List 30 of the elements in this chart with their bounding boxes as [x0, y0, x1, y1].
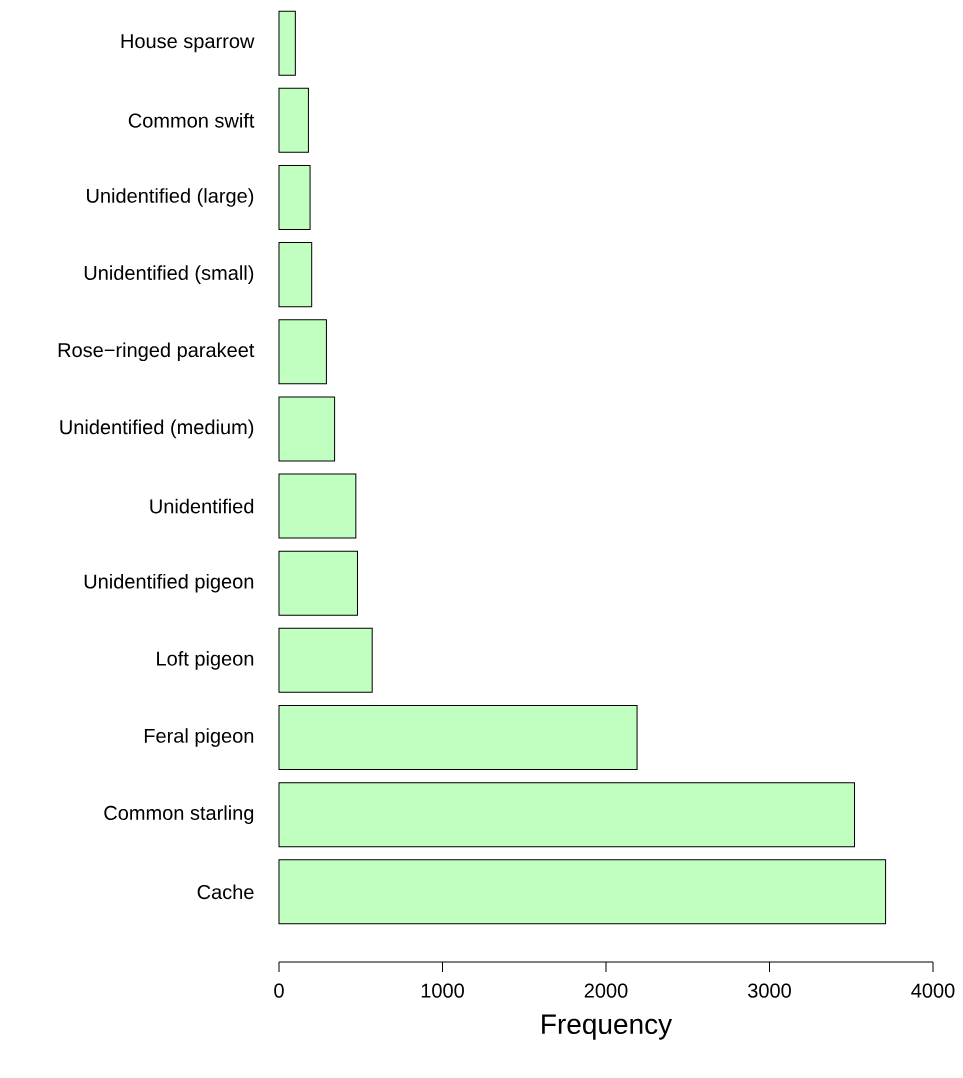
x-tick-label: 1000 [421, 983, 464, 998]
y-tick-label: Unidentified (small) [84, 265, 254, 284]
y-tick-label: Rose−ringed parakeet [58, 342, 255, 362]
bar [278, 319, 327, 385]
bar [278, 242, 313, 308]
bar [278, 859, 887, 925]
y-tick-label: Common starling [104, 805, 254, 824]
y-tick-label: Loft pigeon [157, 651, 254, 670]
x-tick-label: 4000 [911, 983, 955, 998]
y-tick-label: House sparrow [121, 34, 255, 53]
y-tick-label: Unidentified (large) [87, 188, 254, 207]
y-tick-label: Cache [197, 884, 254, 900]
x-tick-label: 0 [274, 983, 284, 998]
x-tick-label: 2000 [584, 983, 628, 998]
y-tick-label: Common swift [128, 112, 255, 128]
bar [278, 87, 309, 153]
bar [278, 627, 373, 693]
bar [278, 704, 638, 771]
y-tick-label: Feral pigeon [144, 728, 254, 747]
x-axis-title: Frequency [542, 1014, 673, 1040]
bar [278, 473, 357, 539]
y-tick-label: Unidentified (medium) [60, 419, 254, 439]
y-tick-label: Unidentified [150, 498, 254, 514]
bar [278, 550, 358, 616]
bar [278, 782, 856, 848]
y-tick-label: Unidentified pigeon [84, 573, 254, 593]
bar [278, 164, 311, 230]
x-tick-label: 3000 [748, 983, 791, 998]
bar [278, 396, 336, 462]
bar [278, 10, 296, 76]
